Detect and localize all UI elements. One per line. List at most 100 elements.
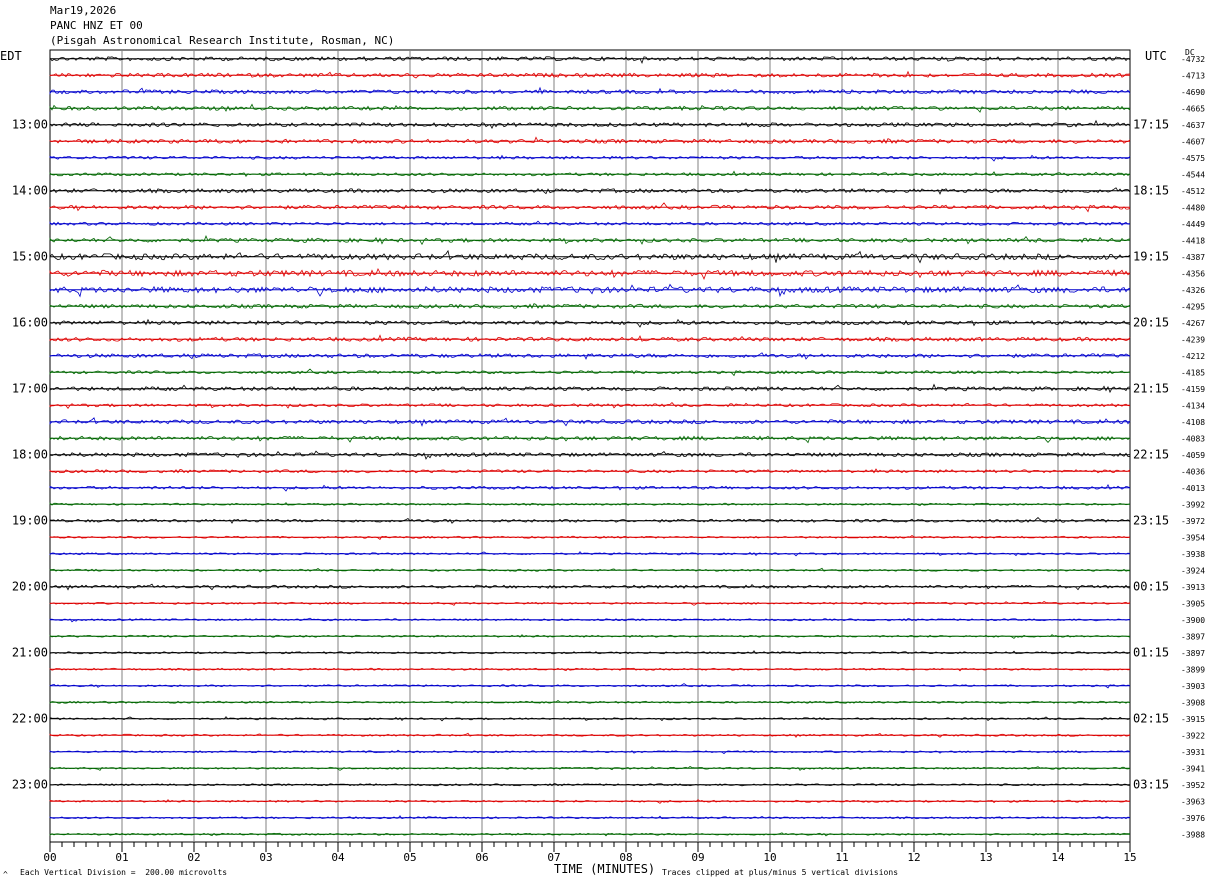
station-code: PANC HNZ ET 00 — [50, 19, 143, 32]
dc-offset-label: -3913 — [1181, 583, 1205, 592]
dc-offset-label: -3897 — [1181, 632, 1205, 641]
seismic-trace — [49, 435, 1131, 444]
seismic-trace — [49, 268, 1131, 280]
dc-offset-label: -3952 — [1181, 781, 1205, 790]
utc-hour-label: 20:15 — [1133, 315, 1169, 329]
dc-offset-label: -3972 — [1181, 517, 1205, 526]
seismic-trace — [49, 154, 1131, 162]
seismic-trace — [49, 484, 1131, 492]
seismic-trace — [49, 103, 1131, 113]
seismic-trace — [49, 516, 1131, 524]
dc-offset-label: -4185 — [1181, 368, 1205, 377]
seismic-trace — [49, 249, 1131, 264]
seismic-trace — [49, 634, 1131, 639]
seismic-trace — [49, 567, 1131, 573]
edt-hour-label: 15:00 — [12, 249, 48, 263]
seismic-trace — [49, 70, 1131, 79]
dc-offset-label: -4575 — [1181, 154, 1205, 163]
dc-offset-label: -4713 — [1181, 71, 1205, 80]
seismic-trace — [49, 187, 1131, 195]
station-location: (Pisgah Astronomical Research Institute,… — [50, 34, 395, 47]
edt-hour-label: 16:00 — [12, 315, 48, 329]
seismic-trace — [49, 617, 1131, 623]
edt-hour-label: 17:00 — [12, 381, 48, 395]
seismic-trace — [49, 783, 1131, 787]
dc-offset-label: -3922 — [1181, 731, 1205, 740]
seismic-trace — [49, 220, 1131, 226]
dc-offset-label: -4036 — [1181, 467, 1205, 476]
x-axis-title: TIME (MINUTES) — [554, 862, 656, 876]
seismic-trace — [49, 700, 1131, 704]
dc-offset-label: -3976 — [1181, 814, 1205, 823]
x-tick-label: 08 — [619, 851, 632, 864]
dc-offset-label: -4356 — [1181, 269, 1205, 278]
x-tick-label: 04 — [331, 851, 345, 864]
dc-offset-label: -3963 — [1181, 797, 1205, 806]
dc-offset-label: -4159 — [1181, 385, 1205, 394]
seismic-trace — [49, 749, 1131, 755]
seismic-trace — [49, 799, 1131, 804]
seismic-trace — [49, 170, 1131, 178]
x-tick-label: 02 — [187, 851, 200, 864]
utc-hour-label: 18:15 — [1133, 183, 1169, 197]
edt-hour-label: 22:00 — [12, 711, 48, 725]
seismic-trace — [49, 832, 1131, 837]
utc-hour-label: 17:15 — [1133, 117, 1169, 131]
x-tick-label: 01 — [115, 851, 128, 864]
seismic-trace — [49, 450, 1131, 460]
dc-offset-label: -3899 — [1181, 665, 1205, 674]
division-note: Each Vertical Division = 200.00 microvol… — [20, 868, 228, 877]
edt-hour-label: 20:00 — [12, 579, 48, 593]
dc-offset-label: -4212 — [1181, 352, 1205, 361]
x-tick-label: 10 — [763, 851, 776, 864]
edt-hour-label: 18:00 — [12, 447, 48, 461]
corner-mark: ^ — [3, 870, 8, 879]
edt-hour-label: 13:00 — [12, 117, 48, 131]
seismic-trace — [49, 732, 1131, 738]
edt-hour-label: 14:00 — [12, 183, 48, 197]
seismic-trace — [49, 383, 1131, 394]
edt-hour-label: 19:00 — [12, 513, 48, 527]
dc-offset-label: -4449 — [1181, 220, 1205, 229]
dc-offset-label: -4013 — [1181, 484, 1205, 493]
seismic-trace — [49, 283, 1131, 298]
seismic-trace — [49, 136, 1131, 145]
utc-hour-label: 22:15 — [1133, 447, 1169, 461]
dc-offset-label: -3897 — [1181, 649, 1205, 658]
dc-offset-label: -4732 — [1181, 55, 1205, 64]
utc-hour-label: 00:15 — [1133, 579, 1169, 593]
x-tick-label: 13 — [979, 851, 992, 864]
clip-note: Traces clipped at plus/minus 5 vertical … — [662, 868, 899, 877]
seismic-trace — [49, 601, 1131, 606]
dc-offset-label: -4512 — [1181, 187, 1205, 196]
utc-hour-label: 21:15 — [1133, 381, 1169, 395]
utc-label: UTC — [1145, 49, 1167, 63]
dc-offset-label: -3992 — [1181, 500, 1205, 509]
dc-offset-label: -4637 — [1181, 121, 1205, 130]
utc-hour-label: 01:15 — [1133, 645, 1169, 659]
dc-offset-label: -3941 — [1181, 764, 1205, 773]
dc-offset-label: -4134 — [1181, 401, 1205, 410]
seismic-trace — [49, 667, 1131, 672]
dc-offset-label: -4083 — [1181, 434, 1205, 443]
dc-offset-label: -3905 — [1181, 599, 1205, 608]
seismic-trace — [49, 551, 1131, 557]
edt-label: EDT — [0, 49, 22, 63]
dc-offset-label: -3954 — [1181, 533, 1205, 542]
dc-offset-label: -4108 — [1181, 418, 1205, 427]
seismic-trace — [49, 334, 1131, 342]
seismic-trace — [49, 502, 1131, 507]
dc-offset-label: -3931 — [1181, 748, 1205, 757]
dc-offset-label: -4665 — [1181, 104, 1205, 113]
seismic-trace — [49, 352, 1131, 360]
dc-offset-label: -4480 — [1181, 203, 1205, 212]
seismic-trace — [49, 402, 1131, 409]
seismic-trace — [49, 55, 1131, 64]
x-tick-label: 05 — [403, 851, 416, 864]
seismic-trace — [49, 535, 1131, 540]
seismic-trace — [49, 119, 1131, 129]
x-tick-label: 09 — [691, 851, 704, 864]
dc-label: DC — [1185, 48, 1195, 57]
x-tick-label: 11 — [835, 851, 848, 864]
